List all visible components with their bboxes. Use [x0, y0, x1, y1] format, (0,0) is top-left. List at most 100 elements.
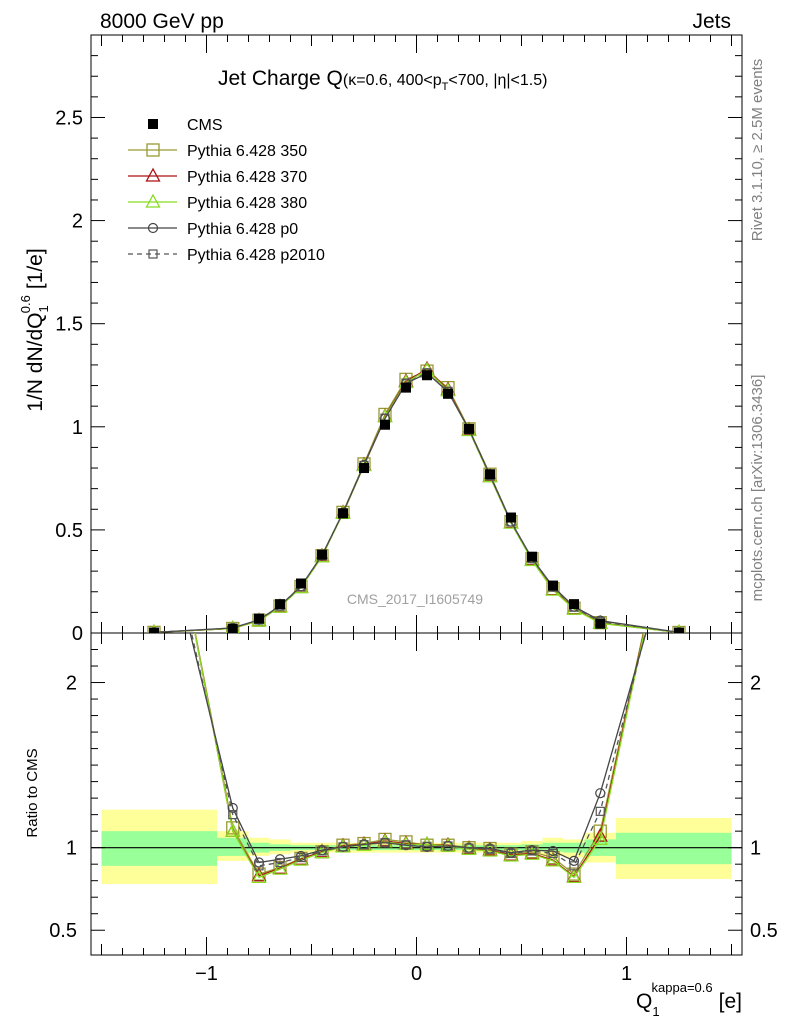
point-cms-15 [527, 551, 537, 562]
main-ytick-label-4: 2 [72, 211, 83, 233]
ratio-point-p380-3 [272, 860, 288, 875]
legend-label-p2010: Pythia 6.428 p2010 [187, 247, 325, 264]
point-cms-5 [317, 549, 327, 560]
point-cms-18 [595, 618, 606, 629]
header-left: 8000 GeV pp [100, 10, 224, 33]
x-axis: −1 0 1 [101, 35, 732, 985]
legend-marker-p370 [145, 167, 161, 182]
mcplots-label: mcplots.cern.ch [arXiv:1306.3436] [749, 375, 766, 602]
main-ytick-label-0: 0 [72, 623, 83, 645]
ratio-point-p370-19 [673, 461, 686, 473]
legend: CMS Pythia 6.428 350 Pythia 6.428 370 Pythi… [128, 117, 325, 264]
ratio-point-p350-19 [673, 462, 685, 474]
ratio-point-p2010-5 [317, 846, 327, 856]
legend-label-p0: Pythia 6.428 p0 [187, 221, 298, 238]
title-main: Jet Charge Q [218, 67, 343, 90]
xlabel-sub: 1 [652, 1004, 659, 1019]
ratio-ytick-label-0: 0.5 [49, 920, 77, 942]
legend-label-p370: Pythia 6.428 370 [187, 169, 307, 186]
legend-marker-p350 [146, 143, 160, 157]
ratio-point-p2010-2 [254, 861, 264, 871]
main-ytick-label-5: 2.5 [55, 107, 83, 129]
ratio-point-p350-0 [148, 412, 160, 424]
main-y-axis-label: 1/N dN/dQ10.6 [1/e] [18, 248, 51, 411]
xlabel-unit: [e] [719, 990, 742, 1013]
ratio-point-p380-14 [503, 847, 519, 862]
xtick-label-0: −1 [195, 963, 218, 985]
main-ytick-label-2: 1 [72, 417, 83, 439]
legend-label-cms: CMS [187, 117, 223, 134]
main-series-layer [147, 360, 686, 633]
ylabel-unit: [1/e] [24, 248, 47, 289]
ratio-point-p2010-7 [359, 840, 369, 850]
ratio-ytick-label-right-2: 2 [750, 673, 761, 695]
ratio-point-p0-0 [150, 480, 159, 489]
ratio-point-p2010-0 [150, 464, 158, 472]
legend-item-p370: Pythia 6.428 370 [128, 167, 307, 186]
ratio-point-p2010-11 [443, 841, 453, 851]
ratio-point-p2010-16 [548, 848, 558, 859]
legend-marker-cms [148, 119, 158, 129]
point-cms-10 [422, 370, 432, 381]
legend-marker-p0 [147, 222, 159, 234]
ratio-point-p380-16 [545, 852, 561, 867]
ratio-point-p2010-19 [675, 497, 683, 505]
ratio-point-p2010-10 [422, 841, 432, 851]
ylabel-main: 1/N dN/dQ [24, 312, 47, 411]
xlabel-sup: kappa=0.6 [652, 980, 713, 995]
ratio-point-p0-19 [675, 513, 684, 522]
xtick-label-2: 1 [621, 963, 632, 985]
ratio-point-p370-2 [251, 867, 267, 882]
point-cms-13 [485, 469, 495, 480]
ratio-series-layer [148, 411, 686, 884]
ratio-point-p2010-15 [527, 846, 537, 856]
point-cms-0 [149, 627, 159, 633]
ratio-point-p2010-6 [338, 842, 348, 852]
analysis-watermark: CMS_2017_I1605749 [347, 591, 483, 607]
ratio-uncertainty-bands [101, 809, 732, 884]
ratio-point-p350-17 [567, 867, 581, 881]
ratio-ytick-label-1: 1 [66, 838, 77, 860]
ratio-point-p2010-17 [569, 861, 579, 871]
main-ytick-label-1: 0.5 [55, 520, 83, 542]
ratio-point-p2010-18 [595, 806, 605, 816]
title-sub: (κ=0.6, 400<p [343, 72, 442, 89]
point-cms-14 [506, 512, 516, 523]
ratio-ytick-label-right-1: 1 [750, 838, 761, 860]
svg-text:Jet Charge Q(κ=0.6, 400<pT<700: Jet Charge Q(κ=0.6, 400<pT<700, |η|<1.5) [218, 67, 547, 93]
title-sub-tail: <700, |η|<1.5) [448, 72, 547, 89]
ratio-point-p380-2 [251, 869, 267, 884]
main-ytick-label-3: 1.5 [55, 314, 83, 336]
ratio-point-p2010-9 [401, 840, 411, 850]
point-cms-2 [254, 613, 264, 624]
ratio-point-p380-19 [673, 461, 686, 473]
ratio-y-axis-label: Ratio to CMS [24, 748, 41, 837]
ratio-point-p2010-12 [464, 843, 474, 853]
point-cms-12 [464, 423, 474, 434]
legend-item-p0: Pythia 6.428 p0 [128, 221, 298, 238]
point-cms-19 [674, 627, 684, 633]
main-title: Jet Charge Q(κ=0.6, 400<pT<700, |η|<1.5) [218, 67, 547, 93]
header-right: Jets [692, 10, 731, 33]
ratio-point-p370-0 [148, 411, 161, 423]
point-cms-16 [548, 580, 558, 591]
ratio-series-p2010 [150, 464, 683, 871]
legend-marker-p380 [145, 193, 161, 208]
ratio-point-p350-1 [226, 821, 240, 835]
ratio-point-p380-18 [592, 831, 608, 846]
ratio-point-p380-1 [225, 822, 241, 837]
ratio-y-axis: 0.5 0.5 1 1 2 2 [49, 649, 778, 942]
band-inner-0 [101, 831, 217, 866]
point-cms-4 [296, 578, 306, 589]
ylabel-sup: 0.6 [18, 295, 33, 313]
ratio-ytick-label-2: 2 [66, 673, 77, 695]
ratio-panel-frame [90, 632, 743, 956]
x-axis-label: Q1 kappa=0.6 [e] [636, 980, 742, 1019]
ratio-point-p380-17 [566, 869, 582, 884]
ylabel-sub: 1 [36, 305, 51, 312]
band-inner-9 [616, 832, 732, 865]
svg-text:1/N dN/dQ10.6[1/e]: 1/N dN/dQ10.6 [1/e] [18, 248, 51, 411]
point-cms-11 [443, 388, 453, 399]
ratio-line-p0 [189, 633, 647, 864]
